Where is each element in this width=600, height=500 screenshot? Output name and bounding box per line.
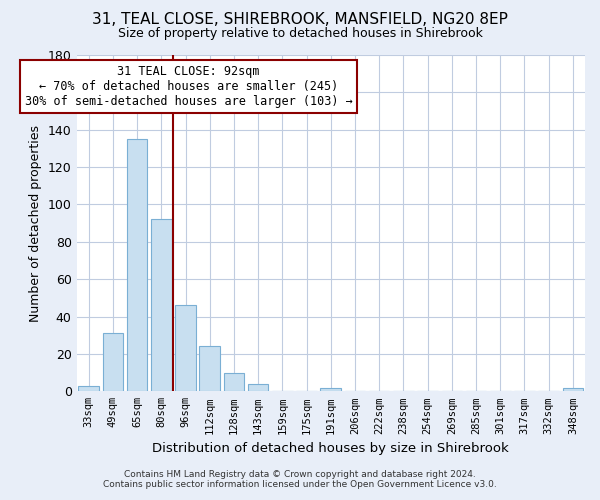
Bar xyxy=(79,386,99,392)
Text: 31, TEAL CLOSE, SHIREBROOK, MANSFIELD, NG20 8EP: 31, TEAL CLOSE, SHIREBROOK, MANSFIELD, N… xyxy=(92,12,508,28)
Bar xyxy=(320,388,341,392)
Y-axis label: Number of detached properties: Number of detached properties xyxy=(29,124,42,322)
Bar xyxy=(248,384,268,392)
Text: 31 TEAL CLOSE: 92sqm
← 70% of detached houses are smaller (245)
30% of semi-deta: 31 TEAL CLOSE: 92sqm ← 70% of detached h… xyxy=(25,65,352,108)
Bar xyxy=(224,372,244,392)
Text: Contains HM Land Registry data © Crown copyright and database right 2024.
Contai: Contains HM Land Registry data © Crown c… xyxy=(103,470,497,489)
Bar xyxy=(103,334,123,392)
Bar xyxy=(199,346,220,392)
Bar xyxy=(151,220,172,392)
Text: Size of property relative to detached houses in Shirebrook: Size of property relative to detached ho… xyxy=(118,28,482,40)
Bar xyxy=(175,306,196,392)
Bar xyxy=(563,388,583,392)
Bar xyxy=(127,139,148,392)
X-axis label: Distribution of detached houses by size in Shirebrook: Distribution of detached houses by size … xyxy=(152,442,509,455)
